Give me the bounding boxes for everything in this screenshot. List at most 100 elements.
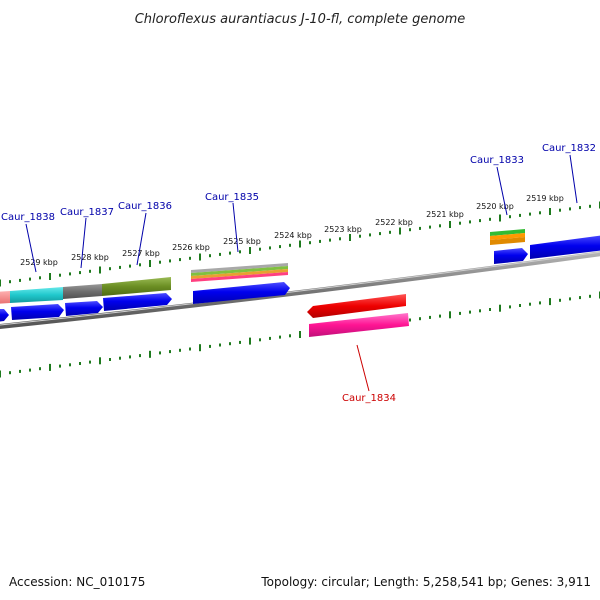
gene-arrow — [0, 309, 9, 322]
scale-tick-major — [299, 240, 301, 248]
gene-label-leaders — [25, 154, 578, 392]
scale-tick-minor — [519, 304, 521, 307]
scale-label: 2524 kbp — [274, 231, 312, 240]
scale-tick-minor — [269, 246, 271, 250]
scale-tick-minor — [159, 260, 161, 264]
scale-tick-minor — [529, 212, 531, 216]
gene-label[interactable]: Caur_1837 — [60, 207, 114, 218]
scale-tick-minor — [379, 232, 381, 236]
scale-tick-major — [49, 363, 51, 371]
scale-label: 2527 kbp — [122, 249, 160, 258]
scale-label: 2519 kbp — [526, 194, 564, 203]
scale-tick-minor — [429, 315, 431, 319]
scale-tick-minor — [519, 213, 521, 217]
map-title: Chloroflexus aurantiacus J-10-fl, comple… — [135, 12, 466, 27]
scale-tick-minor — [59, 273, 61, 277]
scale-tick-minor — [429, 225, 431, 229]
scale-tick-minor — [359, 234, 361, 238]
scale-tick-major — [149, 260, 151, 267]
scale-tick-minor — [339, 237, 341, 241]
feature-blocks-upper — [0, 277, 171, 304]
scale-tick-minor — [309, 241, 311, 245]
scale-tick-minor — [579, 206, 581, 210]
leader-line — [232, 202, 239, 253]
scale-tick-minor — [129, 355, 131, 359]
feature-strip — [191, 263, 288, 273]
scale-label: 2521 kbp — [426, 210, 464, 219]
scale-tick-minor — [559, 208, 561, 212]
scale-tick-major — [99, 266, 101, 274]
scale-tick-minor — [29, 277, 31, 281]
gene-arrow — [530, 235, 600, 259]
gene-arrow — [65, 301, 103, 316]
scale-tick-major — [199, 253, 201, 261]
gene-arrow — [11, 304, 64, 320]
leader-line — [25, 223, 37, 273]
scale-tick-minor — [19, 369, 21, 373]
leader-line — [356, 344, 370, 392]
scale-tick-minor — [589, 294, 591, 298]
scale-tick-minor — [579, 296, 581, 300]
gene-label[interactable]: Caur_1836 — [118, 201, 172, 212]
scale-tick-minor — [489, 308, 491, 311]
scale-tick-minor — [529, 302, 531, 306]
feature-stack-1833 — [490, 229, 525, 245]
feature-strip — [191, 269, 288, 279]
scale-tick-minor — [179, 348, 181, 352]
scale-tick-minor — [129, 264, 131, 268]
scale-tick-minor — [589, 204, 591, 208]
scale-tick-minor — [569, 207, 571, 211]
scale-label: 2525 kbp — [223, 237, 261, 246]
scale-tick-minor — [509, 305, 511, 309]
scale-label: 2520 kbp — [476, 202, 514, 211]
scale-tick-major — [99, 357, 101, 365]
scale-tick-major — [49, 273, 51, 280]
scale-tick-minor — [109, 358, 111, 361]
scale-tick-minor — [419, 317, 421, 321]
scale-tick-minor — [19, 278, 21, 282]
gene-label[interactable]: Caur_1833 — [470, 155, 524, 166]
scale-tick-major — [549, 208, 551, 215]
scale-tick-minor — [239, 340, 241, 344]
scale-tick-minor — [369, 233, 371, 237]
gene-label[interactable]: Caur_1834 — [342, 393, 396, 404]
scale-tick-minor — [559, 298, 561, 302]
scale-tick-minor — [539, 211, 541, 215]
feature-block-1834 — [309, 313, 409, 337]
gene-labels: Caur_1838 Caur_1837 Caur_1836 Caur_1835 … — [1, 143, 596, 404]
gene-arrow — [193, 282, 290, 304]
scale-tick-minor — [159, 351, 161, 355]
scale-labels: 2529 kbp 2528 kbp 2527 kbp 2526 kbp 2525… — [20, 194, 564, 267]
scale-tick-minor — [39, 367, 41, 371]
scale-tick-minor — [569, 297, 571, 301]
feature-block — [0, 291, 10, 304]
scale-tick-minor — [279, 245, 281, 249]
scale-tick-minor — [119, 265, 121, 269]
gene-arrow — [103, 293, 172, 311]
gene-arrow — [494, 248, 528, 264]
scale-tick-minor — [169, 350, 171, 354]
scale-tick-minor — [319, 239, 321, 243]
scale-tick-minor — [459, 221, 461, 225]
scale-tick-minor — [459, 311, 461, 315]
scale-label: 2526 kbp — [172, 243, 210, 252]
leader-line — [80, 217, 87, 269]
gene-label[interactable]: Caur_1832 — [542, 143, 596, 154]
scale-tick-minor — [229, 342, 231, 346]
scale-tick-minor — [9, 280, 11, 284]
scale-tick-minor — [389, 230, 391, 234]
scale-tick-minor — [469, 310, 471, 314]
scale-tick-minor — [219, 252, 221, 256]
scale-tick-minor — [229, 251, 231, 255]
scale-tick-major — [0, 370, 1, 378]
gene-label[interactable]: Caur_1835 — [205, 192, 259, 203]
scale-tick-minor — [509, 215, 511, 219]
gene-label[interactable]: Caur_1838 — [1, 212, 55, 223]
scale-tick-minor — [79, 271, 81, 275]
feature-strip — [490, 229, 525, 236]
scale-tick-minor — [279, 335, 281, 339]
scale-tick-minor — [189, 256, 191, 260]
scale-label: 2523 kbp — [324, 225, 362, 234]
leader-line — [496, 166, 508, 216]
scale-tick-major — [0, 279, 1, 287]
